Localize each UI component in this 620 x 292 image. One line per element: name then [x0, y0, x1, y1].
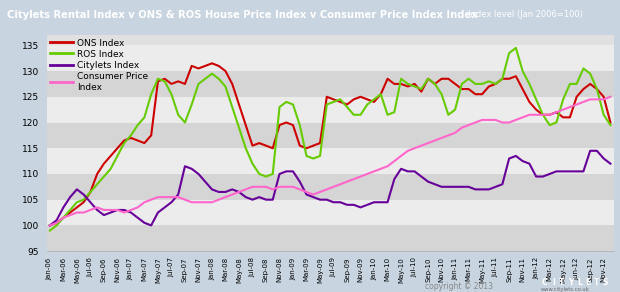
Text: I: I [552, 278, 555, 286]
Bar [46, 200, 614, 225]
Text: T: T [594, 278, 600, 286]
Text: www.citylets.co.uk: www.citylets.co.uk [541, 287, 590, 292]
Bar [46, 71, 614, 97]
Text: Y: Y [568, 278, 574, 286]
Text: copyright © 2013: copyright © 2013 [425, 281, 493, 291]
Text: L: L [577, 278, 582, 286]
Text: S: S [603, 278, 608, 286]
Text: Index level (Jan 2006=100): Index level (Jan 2006=100) [468, 10, 583, 19]
Bar [46, 174, 614, 200]
Text: Citylets Rental Index v ONS & ROS House Price Index v Consumer Price Index Index: Citylets Rental Index v ONS & ROS House … [7, 10, 478, 20]
Text: C: C [542, 278, 547, 286]
Text: T: T [559, 278, 565, 286]
Bar [46, 225, 614, 251]
Legend: ONS Index, ROS Index, Citylets Index, Consumer Price
Index: ONS Index, ROS Index, Citylets Index, Co… [49, 38, 149, 93]
Bar [46, 45, 614, 71]
Bar [46, 148, 614, 174]
Bar [46, 97, 614, 123]
Bar [46, 123, 614, 148]
Text: E: E [585, 278, 591, 286]
